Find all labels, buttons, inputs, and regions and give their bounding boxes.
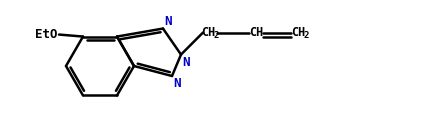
Text: N: N (182, 56, 190, 68)
Text: 2: 2 (214, 31, 219, 40)
Text: N: N (164, 14, 172, 28)
Text: 2: 2 (304, 31, 309, 40)
Text: N: N (173, 77, 181, 90)
Text: EtO: EtO (35, 28, 58, 41)
Text: CH: CH (291, 26, 305, 39)
Text: CH: CH (249, 26, 263, 39)
Text: CH: CH (201, 26, 215, 39)
